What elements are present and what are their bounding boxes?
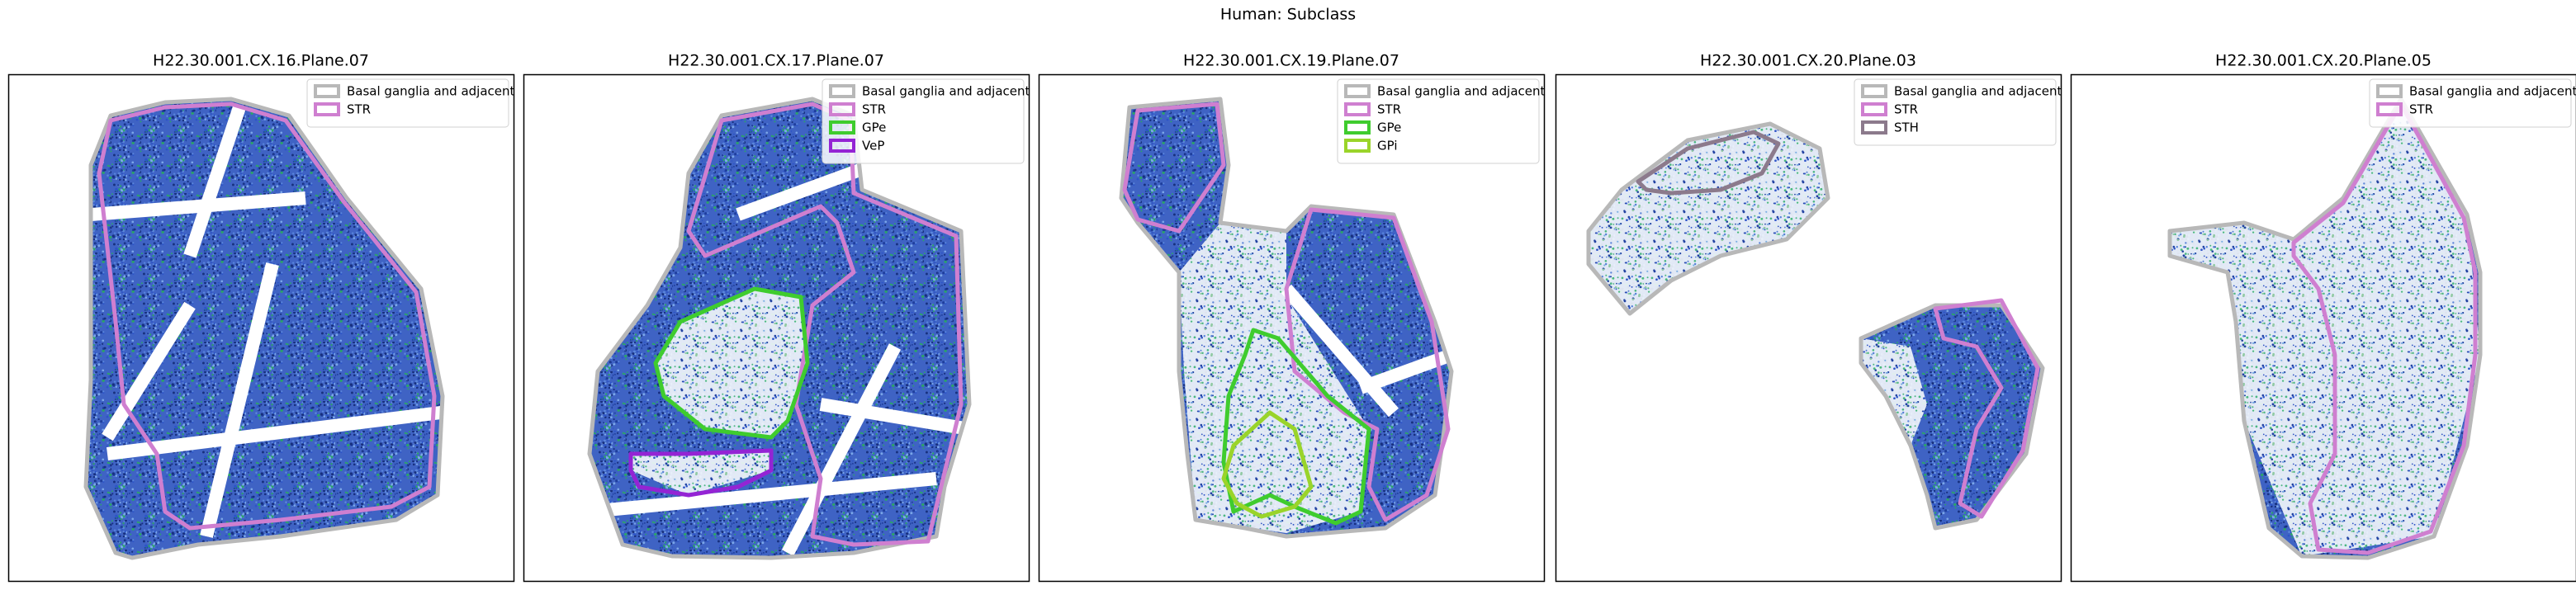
legend: Basal ganglia and adjacent STR GPe GPi — [1337, 78, 1546, 164]
legend-label: STR — [1377, 102, 1401, 117]
panel-frame — [7, 73, 515, 583]
region-outline — [653, 286, 810, 440]
region-outline — [2291, 101, 2478, 555]
legend-swatch — [1861, 102, 1887, 116]
legend-swatch — [829, 102, 855, 116]
region-outline — [83, 97, 445, 560]
legend: Basal ganglia and adjacent STR GPe VeP — [822, 78, 1030, 164]
legend-swatch — [1344, 139, 1371, 153]
legend-label: Basal ganglia and adjacent — [347, 84, 515, 99]
legend-swatch — [1344, 102, 1371, 116]
legend-label: STR — [1894, 102, 1918, 117]
legend-label: GPi — [1377, 139, 1398, 153]
legend-box — [822, 78, 1025, 164]
legend: Basal ganglia and adjacent STR — [2369, 78, 2576, 128]
tissue-gap — [200, 262, 279, 538]
panel: Basal ganglia and adjacent STR — [7, 73, 515, 583]
panel-title: H22.30.001.CX.19.Plane.07 — [1183, 52, 1399, 70]
legend-label: Basal ganglia and adjacent — [1377, 84, 1546, 99]
legend-swatch — [2376, 84, 2403, 98]
panel-title: H22.30.001.CX.17.Plane.07 — [668, 52, 884, 70]
legend-label: Basal ganglia and adjacent — [1894, 84, 2062, 99]
tissue-gap — [819, 398, 969, 436]
legend-swatch — [829, 120, 855, 135]
tissue-gap — [102, 301, 196, 441]
panel: Basal ganglia and adjacent STR STH — [1555, 73, 2062, 583]
panel-frame — [1038, 73, 1546, 583]
region-outline — [686, 101, 964, 547]
tissue — [1589, 124, 2043, 528]
legend-label: STR — [862, 102, 886, 117]
region-outline — [97, 101, 437, 531]
legend: Basal ganglia and adjacent STR STH — [1854, 78, 2062, 146]
tissue — [2170, 99, 2480, 558]
region-outline — [1933, 298, 2040, 519]
tissue — [1121, 99, 1451, 536]
tissue-gap — [90, 191, 306, 221]
legend-label: STH — [1894, 120, 1919, 135]
legend-swatch — [829, 84, 855, 98]
legend-swatch — [829, 139, 855, 153]
region-outline — [628, 448, 774, 498]
panel-title: H22.30.001.CX.20.Plane.05 — [2215, 52, 2432, 70]
region-outline — [1636, 130, 1781, 196]
legend-label: STR — [347, 102, 371, 117]
panel: Basal ganglia and adjacent STR — [2070, 73, 2576, 583]
legend-label: Basal ganglia and adjacent — [862, 84, 1030, 99]
legend-swatch — [314, 84, 340, 98]
tissue-gap — [1281, 284, 1399, 418]
sparse-cells — [1179, 223, 1369, 533]
cell-cloud — [86, 99, 443, 558]
legend-label: Basal ganglia and adjacent — [2409, 84, 2576, 99]
tissue-gap — [183, 105, 246, 258]
tissue-gap — [781, 343, 902, 556]
panel-title: H22.30.001.CX.16.Plane.07 — [153, 52, 369, 70]
legend-box — [2369, 78, 2572, 128]
sparse-cells — [631, 451, 771, 495]
legend-label: VeP — [862, 139, 884, 153]
tissue-gap — [590, 472, 937, 518]
sparse-cells — [656, 289, 807, 437]
legend-swatch — [1861, 120, 1887, 135]
region-outline — [1586, 121, 1830, 316]
sparse-cells — [2170, 99, 2480, 556]
region-outline — [2167, 97, 2483, 560]
legend-swatch — [1344, 120, 1371, 135]
legend-label: STR — [2409, 102, 2433, 117]
region-outline — [587, 97, 972, 560]
legend-swatch — [2376, 102, 2403, 116]
legend-swatch — [1861, 84, 1887, 98]
legend-swatch — [1344, 84, 1371, 98]
panel-title: H22.30.001.CX.20.Plane.03 — [1700, 52, 1916, 70]
panel-frame — [1555, 73, 2062, 583]
tissue-gap — [107, 406, 442, 460]
panel: Basal ganglia and adjacent STR GPe VeP — [523, 73, 1030, 583]
legend: Basal ganglia and adjacent STR — [306, 78, 515, 128]
panel-frame — [523, 73, 1030, 583]
region-outline — [1859, 303, 2045, 531]
region-outline — [1221, 410, 1314, 519]
panel: Basal ganglia and adjacent STR GPe GPi — [1038, 73, 1546, 583]
legend-box — [1854, 78, 2057, 146]
legend-box — [306, 78, 509, 128]
legend-swatch — [314, 102, 340, 116]
figure-title: Human: Subclass — [1220, 6, 1356, 24]
region-outline — [1119, 97, 1454, 539]
sparse-cells — [1589, 124, 1828, 314]
legend-label: GPe — [862, 120, 886, 135]
sparse-cells — [1861, 338, 1927, 446]
panel-frame — [2070, 73, 2576, 583]
region-outline — [1122, 101, 1226, 234]
tissue — [86, 99, 443, 558]
legend-box — [1337, 78, 1540, 164]
legend-label: GPe — [1377, 120, 1401, 135]
